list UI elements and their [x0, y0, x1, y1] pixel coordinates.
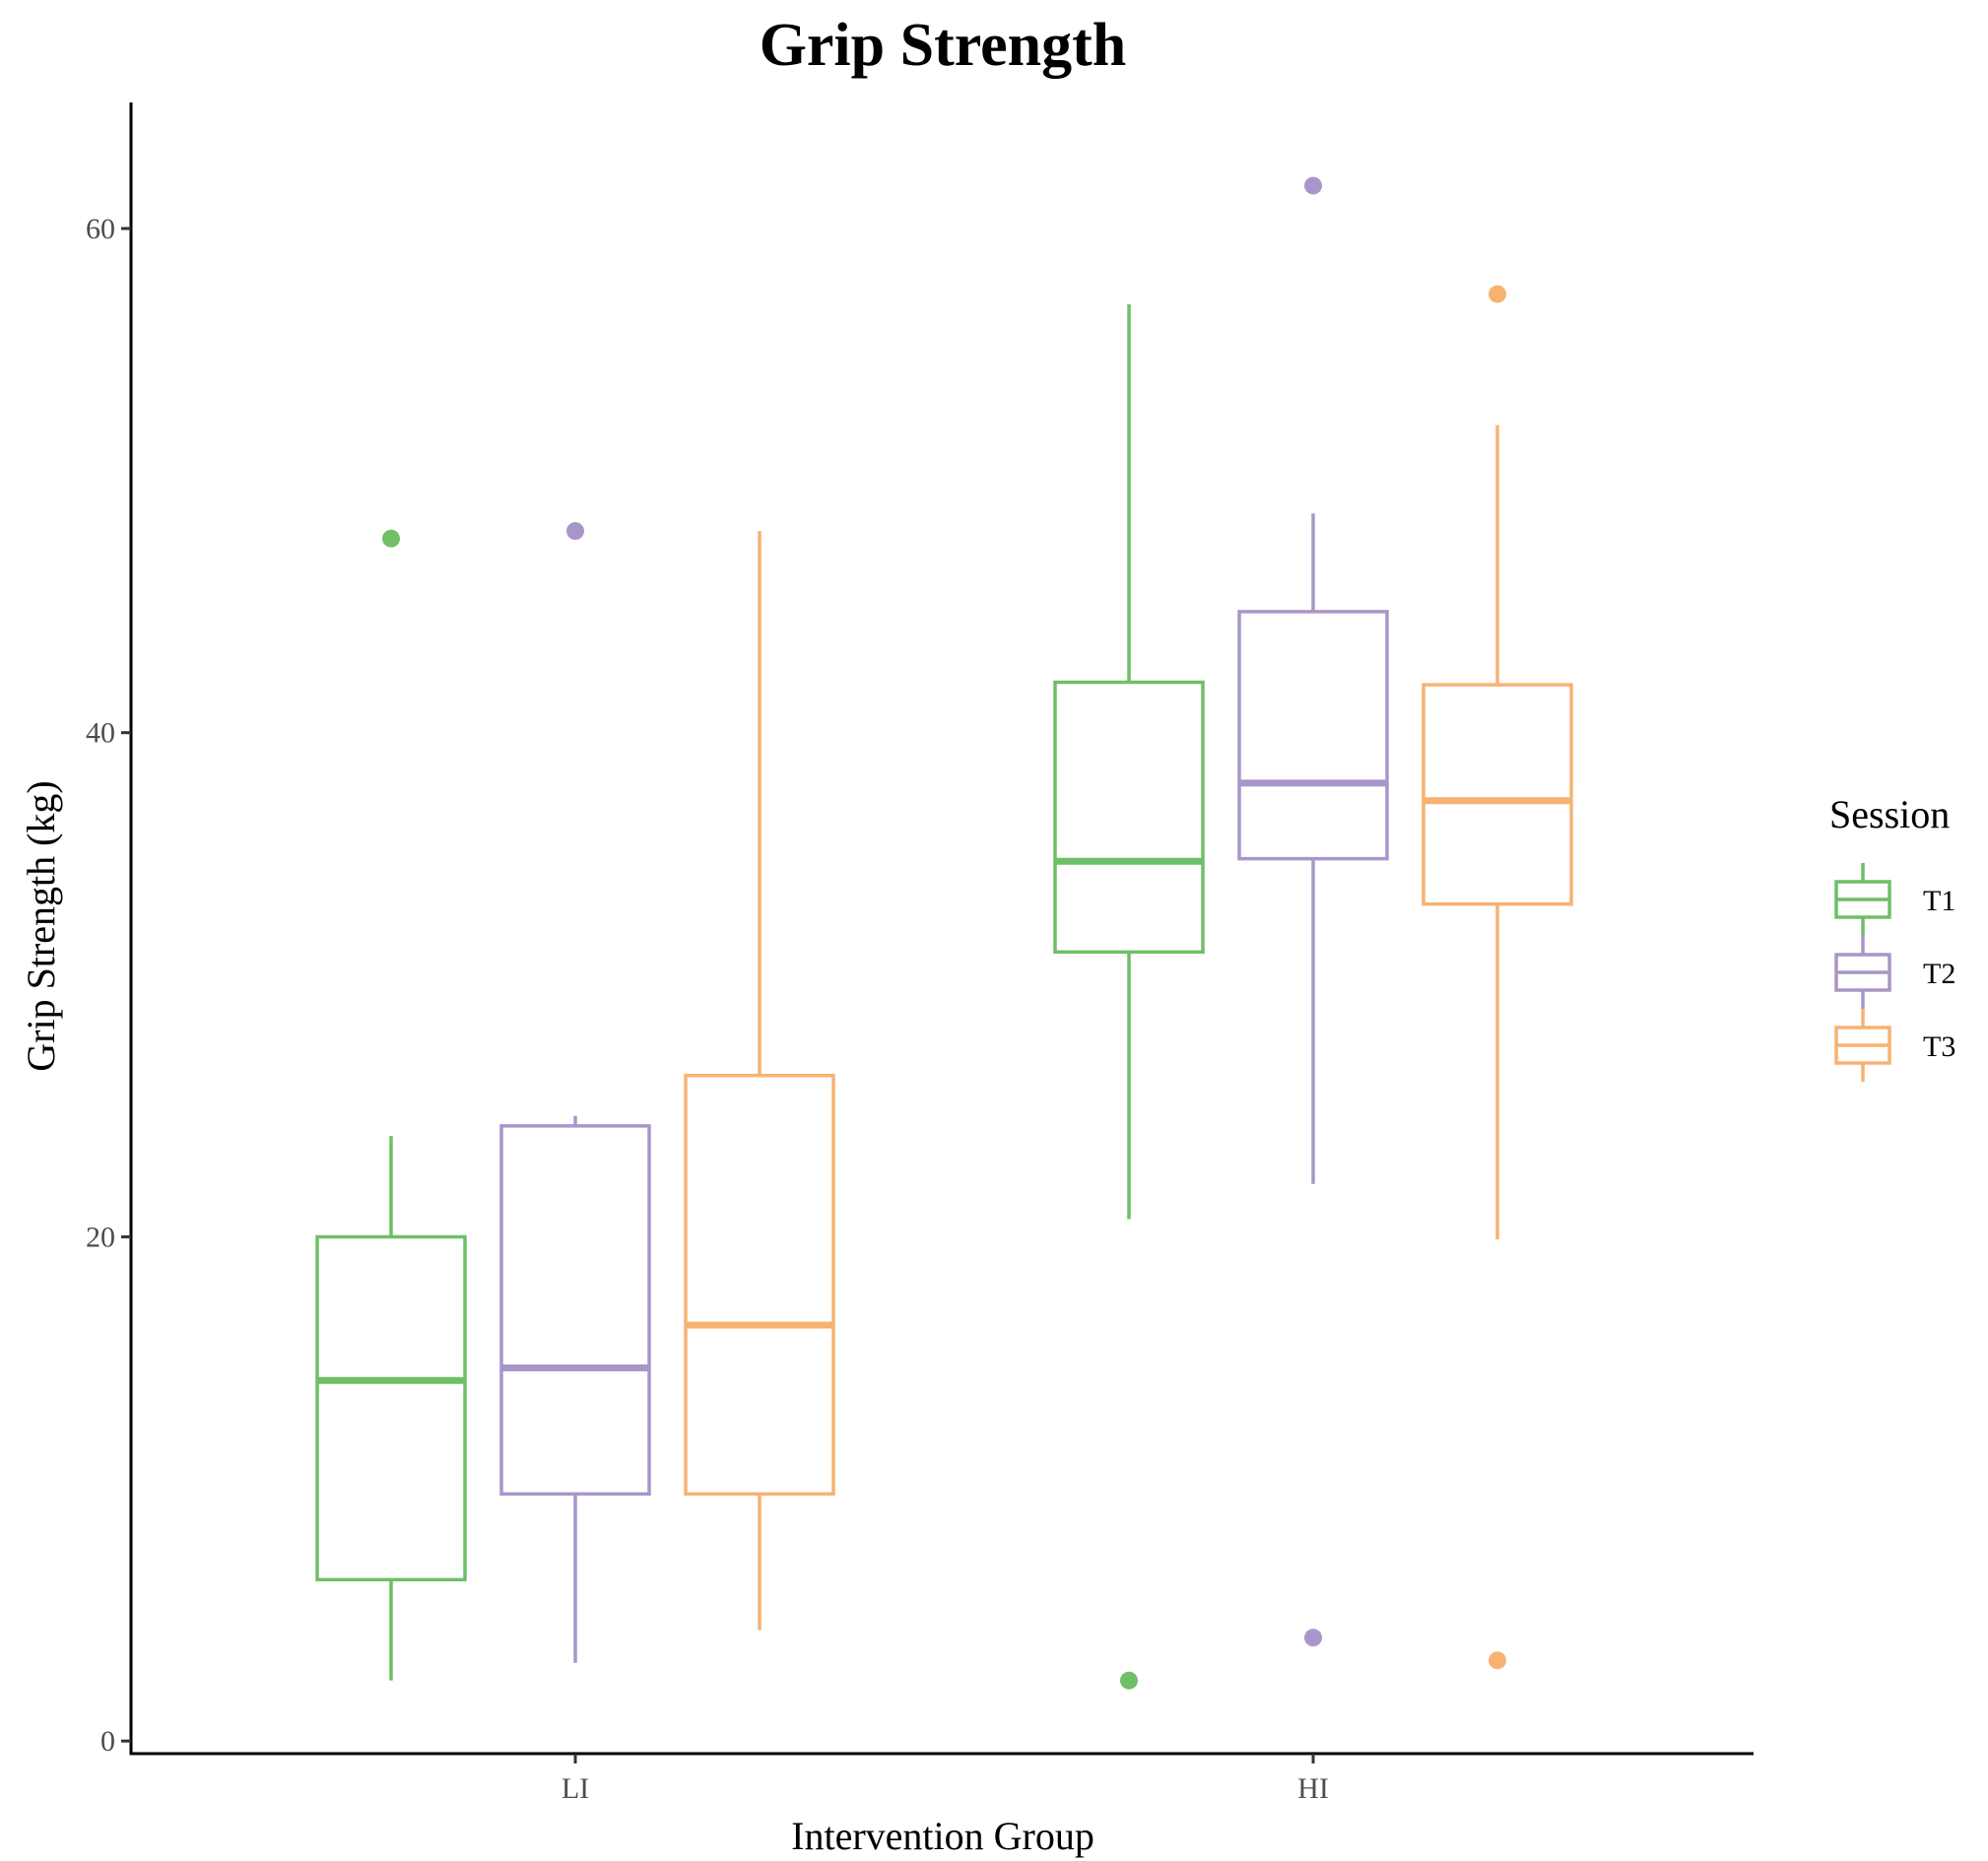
x-tick-label: HI [1297, 1772, 1329, 1805]
plot-area [315, 176, 1573, 1690]
outlier-point [1120, 1671, 1138, 1690]
box-body [684, 1073, 835, 1496]
box-body [1237, 610, 1389, 861]
y-tick-label: 0 [100, 1725, 115, 1758]
box-body [1422, 683, 1573, 906]
outlier-point [1304, 176, 1322, 195]
outlier-point [1489, 285, 1506, 303]
outlier-point [566, 521, 584, 540]
legend-title: Session [1829, 792, 1950, 836]
box-T1-HI [1053, 303, 1205, 1690]
y-tick-label: 60 [86, 213, 115, 245]
y-axis-label: Grip Strength (kg) [19, 780, 63, 1072]
box-T2-HI [1237, 176, 1389, 1647]
box-T2-LI [499, 521, 651, 1663]
outlier-point [382, 529, 400, 548]
legend: Session T1 T2 T3 [1829, 792, 1955, 1082]
legend-label: T2 [1923, 958, 1955, 990]
outlier-point [1304, 1628, 1322, 1647]
box-body [315, 1234, 467, 1582]
x-tick-label: LI [562, 1772, 589, 1805]
box-body [499, 1124, 651, 1496]
legend-key-T2 [1834, 936, 1891, 1009]
y-axis-ticks: 0 20 40 60 [86, 213, 131, 1758]
legend-key-T1 [1834, 863, 1891, 936]
y-tick-label: 40 [86, 717, 115, 750]
x-axis-ticks: LI HI [562, 1754, 1329, 1805]
chart-title: Grip Strength [760, 12, 1127, 79]
box-T1-LI [315, 529, 467, 1681]
box-T3-LI [684, 530, 835, 1630]
box-body [1053, 680, 1205, 955]
legend-key-T3 [1834, 1009, 1891, 1082]
x-axis-label: Intervention Group [791, 1814, 1094, 1858]
legend-label: T3 [1923, 1030, 1955, 1063]
outlier-point [1489, 1651, 1506, 1670]
legend-label: T1 [1923, 885, 1955, 917]
y-tick-label: 20 [86, 1221, 115, 1253]
box-T3-HI [1422, 285, 1573, 1670]
